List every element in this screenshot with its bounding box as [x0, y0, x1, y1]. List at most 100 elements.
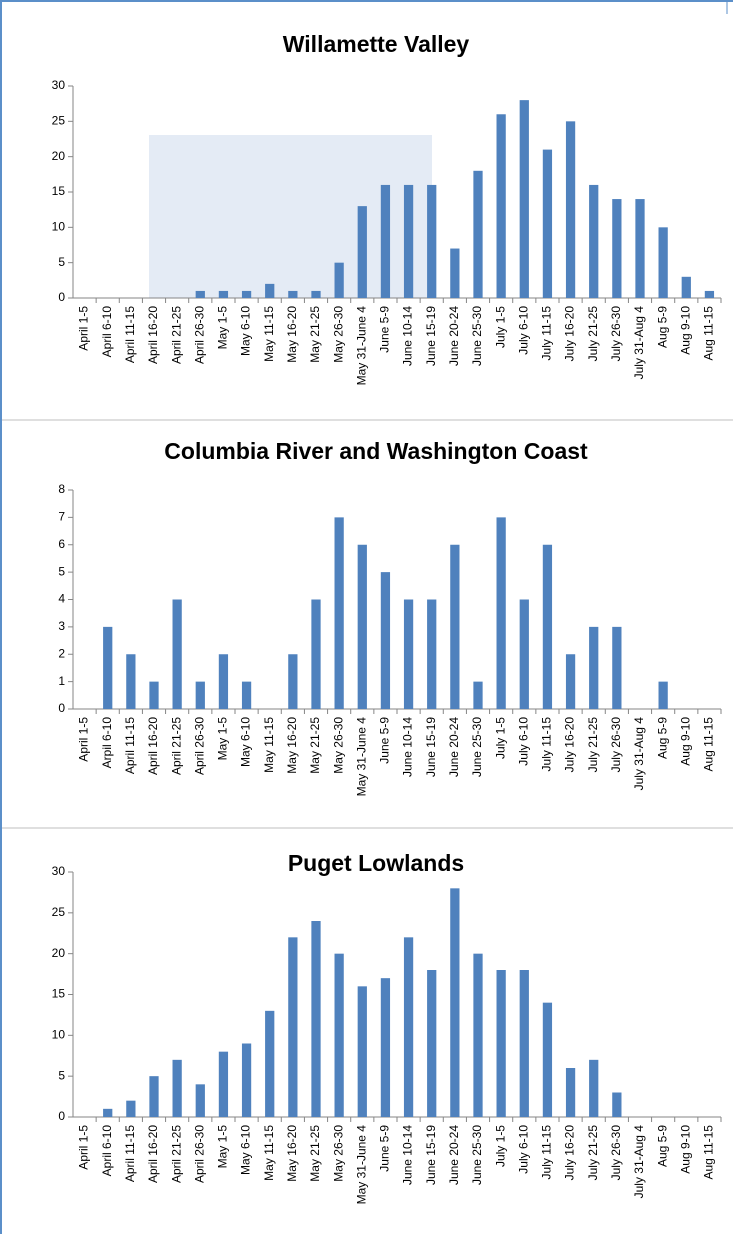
- y-tick-label: 0: [58, 290, 65, 304]
- x-tick-label: June 20-24: [447, 717, 461, 777]
- x-tick-label: May 16-20: [285, 717, 299, 774]
- x-tick-label: May 26-30: [331, 1125, 345, 1182]
- bar: [589, 184, 599, 298]
- x-tick-label: June 25-30: [470, 1125, 484, 1185]
- bar: [288, 654, 298, 709]
- bar: [612, 1092, 622, 1117]
- bar: [311, 290, 321, 298]
- bar: [612, 199, 622, 298]
- x-tick-label: July 21-25: [586, 717, 600, 773]
- x-tick-label: Aug 9-10: [678, 1125, 692, 1174]
- bar: [288, 937, 298, 1117]
- y-tick-label: 20: [52, 946, 66, 960]
- bar: [658, 681, 668, 709]
- x-tick-label: April 26-30: [192, 717, 206, 775]
- x-tick-label: April 1-5: [77, 717, 91, 762]
- bar: [195, 290, 205, 298]
- x-tick-label: July 1-5: [493, 306, 507, 348]
- bar: [311, 921, 321, 1117]
- bar: [589, 1059, 599, 1117]
- x-tick-label: May 31-June 4: [354, 717, 368, 797]
- bar: [265, 1010, 275, 1117]
- x-tick-label: Aug 5-9: [655, 306, 669, 348]
- x-tick-label: June 25-30: [470, 717, 484, 777]
- bar: [496, 114, 506, 299]
- bar: [126, 654, 136, 709]
- x-tick-label: July 21-25: [586, 306, 600, 362]
- bar: [519, 970, 529, 1117]
- x-tick-label: Aug 9-10: [678, 306, 692, 355]
- x-tick-label: April 6-10: [100, 306, 114, 358]
- x-tick-label: April 21-25: [169, 306, 183, 364]
- x-tick-label: May 1-5: [216, 1125, 230, 1169]
- bar: [357, 986, 367, 1117]
- bar: [542, 1002, 553, 1117]
- x-tick-label: July 16-20: [563, 306, 577, 362]
- bar: [450, 544, 460, 709]
- x-tick-label: April 21-25: [169, 717, 183, 775]
- bar: [496, 970, 506, 1117]
- y-tick-label: 5: [58, 564, 65, 578]
- x-tick-label: Aug 9-10: [678, 717, 692, 766]
- x-tick-label: June 15-19: [424, 1125, 438, 1185]
- bar: [195, 681, 205, 709]
- x-tick-label: July 11-15: [540, 1125, 554, 1180]
- bar: [403, 937, 414, 1117]
- y-tick-label: 0: [58, 701, 65, 715]
- x-tick-label: July 16-20: [563, 717, 577, 773]
- x-tick-label: April 1-5: [77, 1125, 91, 1170]
- x-tick-label: Aug 5-9: [655, 717, 669, 759]
- x-tick-label: June 20-24: [447, 1125, 461, 1185]
- x-tick-label: July 6-10: [516, 717, 530, 766]
- x-tick-label: April 16-20: [146, 1125, 160, 1183]
- x-tick-label: July 26-30: [609, 1125, 623, 1181]
- bar: [288, 290, 298, 298]
- x-tick-label: July 31-Aug 4: [632, 717, 646, 791]
- x-tick-label: May 26-30: [331, 717, 345, 774]
- bar: [589, 626, 599, 709]
- x-tick-label: July 1-5: [493, 1125, 507, 1167]
- bar: [542, 149, 553, 298]
- bar: [519, 599, 529, 709]
- x-tick-label: May 16-20: [285, 1125, 299, 1182]
- y-tick-label: 1: [58, 674, 65, 688]
- x-tick-label: July 21-25: [586, 1125, 600, 1181]
- x-tick-label: June 5-9: [378, 717, 392, 764]
- bar: [218, 654, 229, 709]
- bar: [334, 953, 344, 1117]
- bar: [427, 184, 437, 298]
- bar: [103, 626, 113, 709]
- x-tick-label: June 10-14: [401, 717, 415, 777]
- x-tick-label: April 11-15: [123, 717, 137, 774]
- y-tick-label: 10: [52, 1028, 66, 1042]
- x-tick-label: May 6-10: [239, 306, 253, 356]
- y-tick-label: 15: [52, 184, 66, 198]
- y-tick-label: 2: [58, 646, 65, 660]
- bar: [681, 276, 691, 298]
- x-tick-label: April 11-15: [123, 1125, 137, 1182]
- x-tick-label: Aug 11-15: [702, 1125, 716, 1180]
- y-tick-label: 5: [58, 1068, 65, 1082]
- x-tick-label: May 11-15: [262, 717, 276, 773]
- y-tick-label: 30: [52, 78, 66, 92]
- bar: [473, 170, 483, 298]
- x-tick-label: June 10-14: [401, 306, 415, 366]
- bar: [704, 290, 715, 298]
- bar: [450, 888, 460, 1117]
- y-tick-label: 4: [58, 592, 65, 606]
- x-tick-label: July 31-Aug 4: [632, 1125, 646, 1199]
- bar: [403, 184, 414, 298]
- x-tick-label: May 21-25: [308, 717, 322, 774]
- y-tick-label: 25: [52, 114, 66, 128]
- x-tick-label: June 10-14: [401, 1125, 415, 1185]
- bar: [149, 681, 159, 709]
- x-tick-label: June 25-30: [470, 306, 484, 366]
- bar: [403, 599, 414, 709]
- x-tick-label: July 26-30: [609, 717, 623, 773]
- bar: [380, 978, 391, 1117]
- bar: [496, 517, 506, 709]
- y-tick-label: 25: [52, 905, 66, 919]
- x-tick-label: May 21-25: [308, 1125, 322, 1182]
- bar: [658, 227, 668, 298]
- bar: [265, 283, 275, 298]
